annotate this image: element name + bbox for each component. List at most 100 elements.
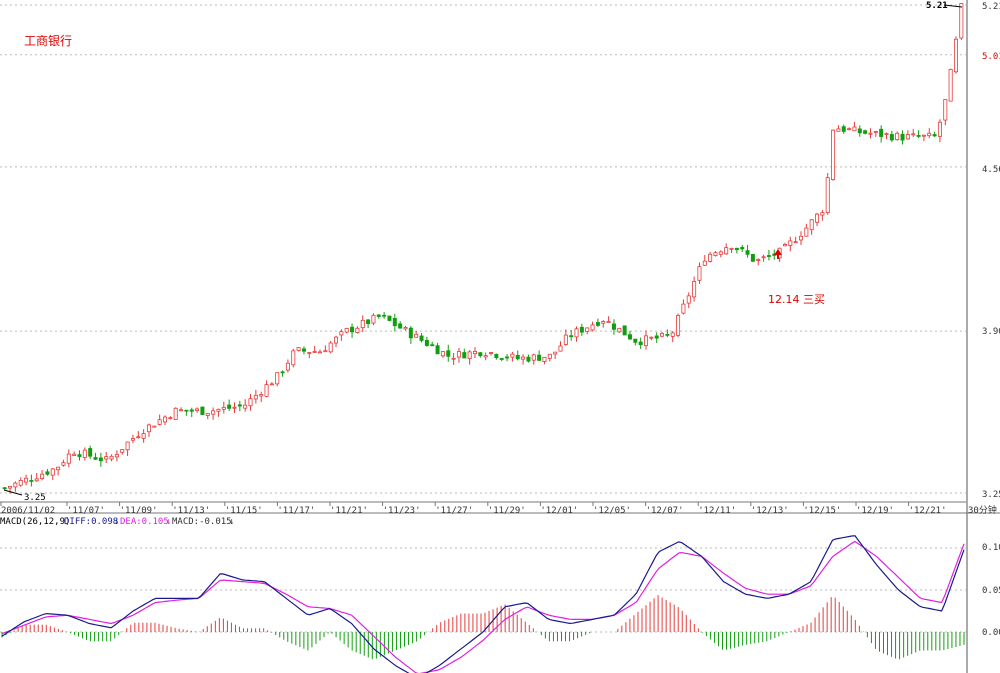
candle-body [932, 134, 937, 137]
candle-body [152, 425, 157, 428]
candle-body [232, 406, 237, 409]
macd-legend-macd: MACD:-0.015 [172, 517, 232, 527]
candle-body [296, 347, 301, 351]
candle-body [916, 135, 921, 137]
candle-body [665, 333, 670, 336]
candle-body [510, 353, 515, 358]
candle-body [189, 409, 194, 412]
candle-body [809, 219, 814, 231]
candle-body [505, 356, 510, 359]
candle-body [489, 352, 494, 354]
price-tick-mid-high: 4.56 [982, 165, 1000, 175]
candle-body [291, 350, 296, 366]
candle-body [376, 314, 381, 317]
annotation-label: 12.14 三买 [768, 293, 825, 306]
candle-body [467, 351, 472, 360]
buy-annotation: 12.14 三买 [768, 249, 825, 306]
candle-body [601, 321, 606, 324]
candle-body [852, 126, 857, 132]
candle-body [205, 413, 210, 416]
candle-body [553, 351, 558, 355]
price-tick-max: 5.21 [982, 2, 1000, 12]
candle-body [841, 126, 846, 132]
candle-body [8, 486, 13, 489]
candle-body [462, 352, 467, 359]
candle-body [50, 468, 55, 476]
macd-legend-name: MACD(26,12,9) [0, 517, 70, 527]
date-tick-label: '11/07' [67, 506, 105, 516]
candle-body [424, 339, 429, 346]
candle-body [173, 407, 178, 420]
candle-body [18, 480, 23, 486]
candle-body [761, 256, 766, 259]
candle-body [847, 128, 852, 131]
candle-body [766, 255, 771, 257]
candle-body [478, 352, 483, 357]
candle-body [195, 408, 200, 411]
candle-body [435, 345, 440, 355]
candle-body [216, 408, 221, 412]
candle-body [82, 449, 87, 458]
candle-body [911, 133, 916, 136]
candle-body [943, 99, 948, 121]
macd-legend: MACD(26,12,9) DIFF:0.098 ↓ DEA:0.105 ↓ M… [0, 517, 234, 527]
candle-body [472, 351, 477, 355]
candle-body [745, 250, 750, 255]
candle-body [29, 480, 34, 482]
macd-grid [0, 547, 966, 633]
candle-body [387, 315, 392, 321]
candle-body [713, 252, 718, 256]
macd-legend-dea: DEA:0.105 [120, 517, 169, 527]
up-arrow-icon [774, 249, 782, 259]
candle-body [344, 327, 349, 333]
candle-body [221, 406, 226, 410]
stock-title: 工商银行 [24, 33, 72, 48]
candle-body [627, 334, 632, 340]
candle-body [120, 449, 125, 453]
date-tick-label: '12/11' [698, 506, 736, 516]
date-tick-label: '11/15' [225, 506, 263, 516]
candle-body [146, 424, 151, 433]
candle-body [836, 128, 841, 132]
price-tick-mid-low: 3.90 [982, 327, 1000, 337]
candle-body [355, 327, 360, 333]
candle-body [692, 281, 697, 298]
candle-body [446, 350, 451, 357]
candle-body [825, 177, 830, 213]
candle-body [93, 457, 98, 460]
candle-body [617, 327, 622, 333]
candle-body [285, 362, 290, 371]
candle-body [350, 326, 355, 333]
date-tick-label: '12/01' [540, 506, 578, 516]
macd-legend-diff-arrow-icon: ↓ [114, 517, 119, 527]
candle-body [301, 348, 306, 352]
date-tick-label: '11/27' [435, 506, 473, 516]
candle-body [622, 325, 627, 336]
candle-body [558, 345, 563, 352]
candle-body [873, 130, 878, 133]
candle-body [542, 357, 547, 362]
candle-body [157, 419, 162, 425]
candle-body [884, 133, 889, 136]
date-tick-label: 2006/11/02 [1, 506, 55, 516]
candle-body [109, 455, 114, 460]
candle-body [179, 409, 184, 412]
candle-body [77, 454, 82, 457]
candle-body [104, 456, 109, 460]
candle-body [953, 38, 958, 73]
candle-body [798, 235, 803, 241]
candle-body [644, 335, 649, 347]
candle-body [804, 227, 809, 237]
date-tick-label: '12/07' [646, 506, 684, 516]
candle-body [136, 436, 141, 439]
candle-body [724, 247, 729, 255]
min-marker-label: 3.25 [24, 493, 46, 503]
candle-body [563, 334, 568, 345]
macd-legend-macd-arrow-icon: ↓ [229, 517, 234, 527]
date-axis: 2006/11/02 '11/07' '11/09' '11/13' '11/15' '1… [0, 501, 966, 516]
candle-body [708, 253, 713, 262]
candle-body [793, 241, 798, 244]
candle-body [323, 350, 328, 353]
candle-body [419, 335, 424, 341]
macd-legend-dea-arrow-icon: ↓ [166, 517, 171, 527]
